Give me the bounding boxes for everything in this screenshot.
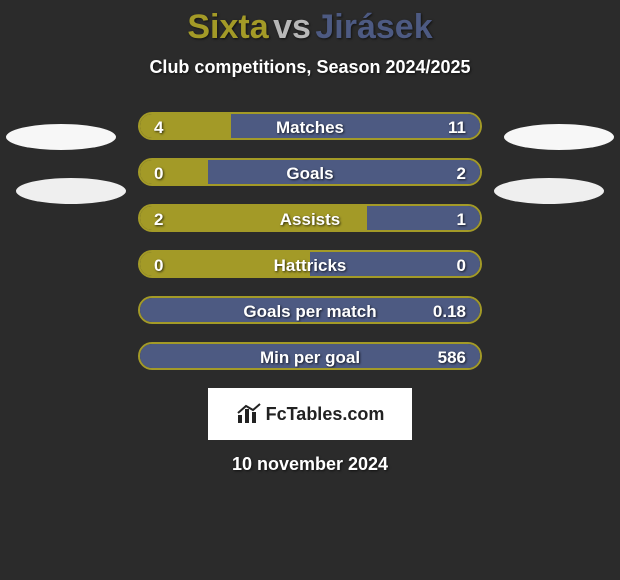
stat-bar: Goals per match 0.18	[138, 296, 482, 324]
stat-label: Hattricks	[274, 252, 347, 278]
stat-label: Matches	[276, 114, 344, 140]
stat-value-left: 0	[154, 160, 163, 186]
stat-bar: 4 Matches 11	[138, 112, 482, 140]
stat-bar: 0 Hattricks 0	[138, 250, 482, 278]
stat-value-right: 2	[457, 160, 466, 186]
stat-label: Min per goal	[260, 344, 360, 370]
stat-value-right: 1	[457, 206, 466, 232]
stat-value-right: 0.18	[433, 298, 466, 324]
date: 10 november 2024	[0, 454, 620, 475]
title-player1: Sixta	[187, 8, 268, 46]
stat-bar-left-fill	[140, 160, 208, 184]
stat-value-right: 0	[457, 252, 466, 278]
stat-bar: Min per goal 586	[138, 342, 482, 370]
player1-avatar-shadow	[16, 178, 126, 204]
title-player2: Jirásek	[315, 8, 432, 46]
title-row: Sixta vs Jirásek	[0, 0, 620, 47]
fctables-logo: FcTables.com	[208, 388, 412, 440]
stat-label: Goals per match	[243, 298, 376, 324]
stat-bar: 2 Assists 1	[138, 204, 482, 232]
player2-avatar	[504, 124, 614, 150]
stat-label: Goals	[286, 160, 333, 186]
stats-container: 4 Matches 11 0 Goals 2 2 Assists 1 0 Hattricks 0 Goa…	[138, 112, 482, 370]
player2-avatar-shadow	[494, 178, 604, 204]
chart-icon	[236, 403, 262, 425]
stat-bar-right-fill	[231, 114, 480, 138]
stat-value-left: 2	[154, 206, 163, 232]
stat-bar: 0 Goals 2	[138, 158, 482, 186]
stat-label: Assists	[280, 206, 340, 232]
title-vs: vs	[273, 8, 311, 46]
stat-value-right: 586	[438, 344, 466, 370]
stat-value-left: 4	[154, 114, 163, 140]
stat-value-right: 11	[448, 114, 466, 140]
player1-avatar	[6, 124, 116, 150]
logo-text: FcTables.com	[266, 404, 385, 425]
subtitle: Club competitions, Season 2024/2025	[0, 57, 620, 78]
stat-value-left: 0	[154, 252, 163, 278]
stat-bar-right-fill	[208, 160, 480, 184]
